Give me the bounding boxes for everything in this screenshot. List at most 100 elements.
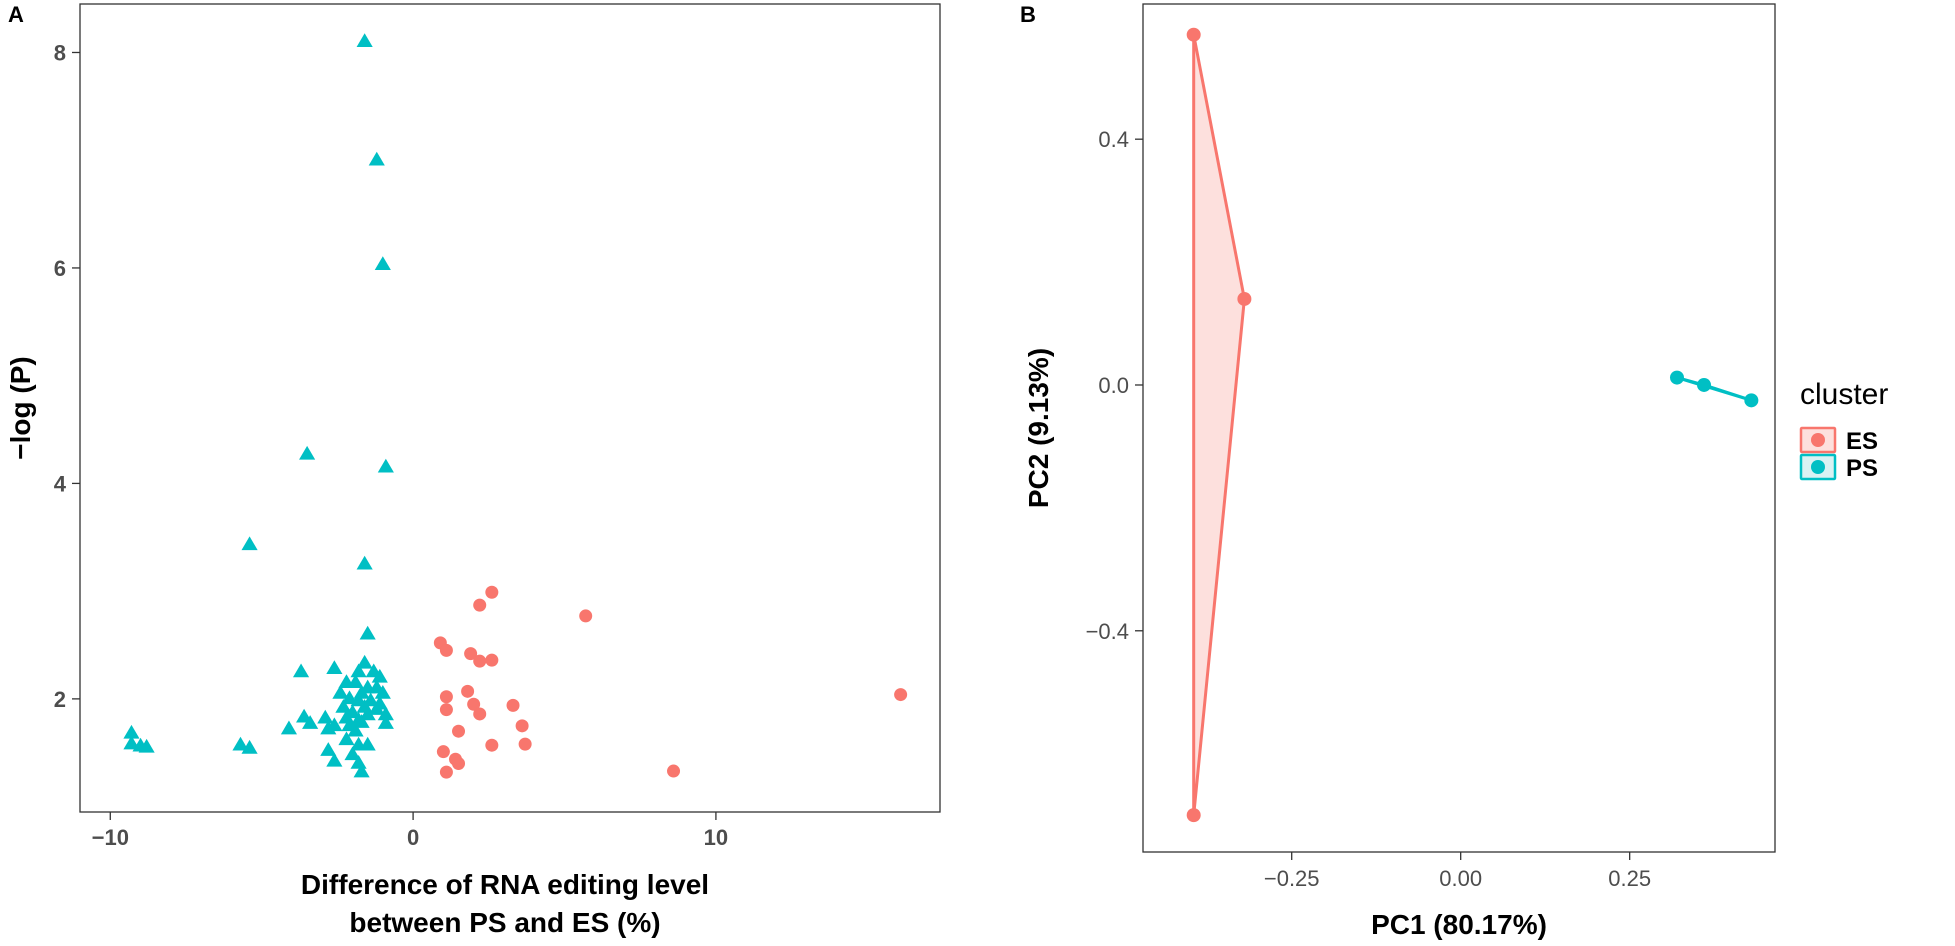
legend: cluster ES PS	[1799, 378, 1888, 482]
panel-a-x-tick-label-2: 10	[704, 825, 728, 850]
panel-b-point-es	[1237, 291, 1252, 306]
panel-b-y-tick-label-2: 0.4	[1098, 127, 1129, 152]
legend-entry-es: ES	[1799, 426, 1878, 455]
panel-a-x-axis-title-line1: Difference of RNA editing level	[301, 869, 709, 900]
panel-a-point-triangle	[371, 668, 388, 683]
panel-b-y-axis-title: PC2 (9.13%)	[1023, 348, 1054, 508]
panel-a-point-triangle	[232, 736, 249, 751]
panel-a-plot-area	[79, 3, 941, 813]
panel-a-point-circle	[461, 684, 475, 698]
panel-a-point-circle	[667, 764, 681, 778]
panel-a: A −10 0 10 2 4 6 8 −log (P) Difference of RNA …	[5, 2, 941, 938]
panel-a-y-tick-label-3: 8	[54, 40, 66, 65]
panel-b-hull-ps	[1675, 376, 1753, 402]
panel-a-point-circle	[452, 757, 466, 771]
panel-a-point-triangle	[299, 445, 316, 460]
panel-a-point-circle	[894, 688, 908, 702]
panel-b-x-tick-label-0: −0.25	[1264, 866, 1320, 891]
panel-a-point-triangle	[359, 706, 376, 721]
legend-dot-es	[1811, 433, 1825, 447]
panel-a-point-triangle	[335, 698, 352, 713]
panel-a-point-triangle	[374, 684, 391, 699]
panel-a-point-triangle	[344, 746, 361, 761]
legend-entry-ps: PS	[1799, 453, 1878, 482]
panel-b-point-es	[1186, 808, 1201, 823]
panel-a-point-triangle	[359, 625, 376, 640]
legend-label-es: ES	[1846, 428, 1878, 455]
panel-a-point-triangle	[374, 256, 391, 270]
panel-a-point-circle	[473, 598, 487, 612]
panel-a-point-circle	[464, 647, 478, 661]
panel-a-y-axis-title: −log (P)	[5, 356, 36, 459]
panel-a-point-triangle	[356, 555, 373, 570]
panel-a-point-triangle	[123, 724, 140, 739]
panel-a-point-triangle	[377, 715, 394, 729]
panel-a-point-circle	[436, 745, 450, 759]
panel-b: B −0.25 0.00 0.25 −0.4 0.0 0.4 PC2 (9.13%) PC…	[1020, 2, 1888, 940]
panel-a-point-triangle	[138, 738, 155, 753]
panel-a-point-triangle	[377, 706, 394, 721]
panel-a-point-circle	[473, 707, 487, 721]
panel-b-point-ps	[1744, 393, 1759, 408]
panel-a-point-triangle	[377, 458, 394, 473]
panel-b-x-tick-label-2: 0.25	[1608, 866, 1651, 891]
panel-a-point-circle	[485, 653, 499, 667]
panel-a-y-tick-label-1: 4	[54, 471, 67, 496]
panel-a-x-tick-label-1: 0	[407, 825, 419, 850]
panel-a-point-triangle	[341, 690, 358, 705]
panel-a-point-circle	[485, 585, 499, 599]
panel-a-point-triangle	[317, 709, 334, 724]
panel-a-point-triangle	[350, 755, 367, 769]
panel-a-point-triangle	[353, 763, 370, 778]
panel-a-point-triangle	[241, 739, 258, 754]
panel-a-x-tick-label-0: −10	[92, 825, 129, 850]
panel-b-x-tick-label-1: 0.00	[1439, 866, 1482, 891]
panel-b-x-axis-title: PC1 (80.17%)	[1371, 909, 1547, 940]
panel-a-point-triangle	[356, 33, 373, 47]
panel-b-y-tick-label-0: −0.4	[1086, 619, 1129, 644]
panel-a-y-tick-label-2: 6	[54, 256, 66, 281]
panel-a-point-triangle	[320, 720, 337, 735]
panel-a-tag: A	[8, 2, 24, 27]
panel-b-y-tick-label-1: 0.0	[1098, 373, 1129, 398]
panel-b-plot-area	[1142, 3, 1776, 853]
panel-a-point-triangle	[292, 663, 310, 678]
panel-a-point-triangle	[368, 151, 385, 166]
panel-a-point-triangle	[320, 742, 337, 756]
panel-a-point-circle	[506, 698, 520, 712]
panel-a-point-circle	[473, 654, 487, 668]
panel-b-point-ps	[1697, 377, 1712, 392]
legend-label-ps: PS	[1846, 455, 1878, 482]
panel-a-x-axis-title-line2: between PS and ES (%)	[349, 907, 660, 938]
panel-a-point-triangle	[359, 736, 376, 751]
panel-a-point-triangle	[123, 735, 140, 750]
legend-dot-ps	[1811, 460, 1825, 474]
panel-a-point-triangle	[338, 731, 355, 746]
panel-a-point-triangle	[326, 752, 343, 767]
panel-a-point-triangle	[347, 722, 364, 737]
panel-a-point-triangle	[332, 684, 349, 699]
panel-b-hull-es	[1192, 33, 1246, 817]
panel-a-point-circle	[518, 737, 532, 751]
panel-a-point-circle	[439, 765, 453, 779]
panel-a-point-triangle	[326, 660, 343, 674]
panel-a-point-circle	[515, 719, 529, 733]
panel-a-point-triangle	[241, 536, 258, 551]
panel-b-tag: B	[1020, 2, 1036, 27]
panel-a-y-tick-label-0: 2	[54, 687, 66, 712]
panel-a-point-triangle	[347, 674, 364, 688]
panel-a-point-circle	[452, 724, 466, 738]
panel-a-point-triangle	[368, 701, 385, 715]
panel-a-point-triangle	[353, 714, 370, 728]
panel-a-point-circle	[467, 697, 481, 711]
panel-a-point-circle	[439, 690, 453, 704]
panel-b-point-es	[1186, 27, 1201, 42]
panel-a-point-circle	[579, 609, 593, 623]
panel-a-point-circle	[439, 703, 453, 717]
panel-a-point-circle	[485, 738, 499, 752]
panel-a-point-circle	[439, 643, 453, 657]
panel-a-point-triangle	[356, 654, 373, 669]
panel-a-point-triangle	[350, 663, 367, 678]
panel-b-point-ps	[1669, 370, 1684, 385]
